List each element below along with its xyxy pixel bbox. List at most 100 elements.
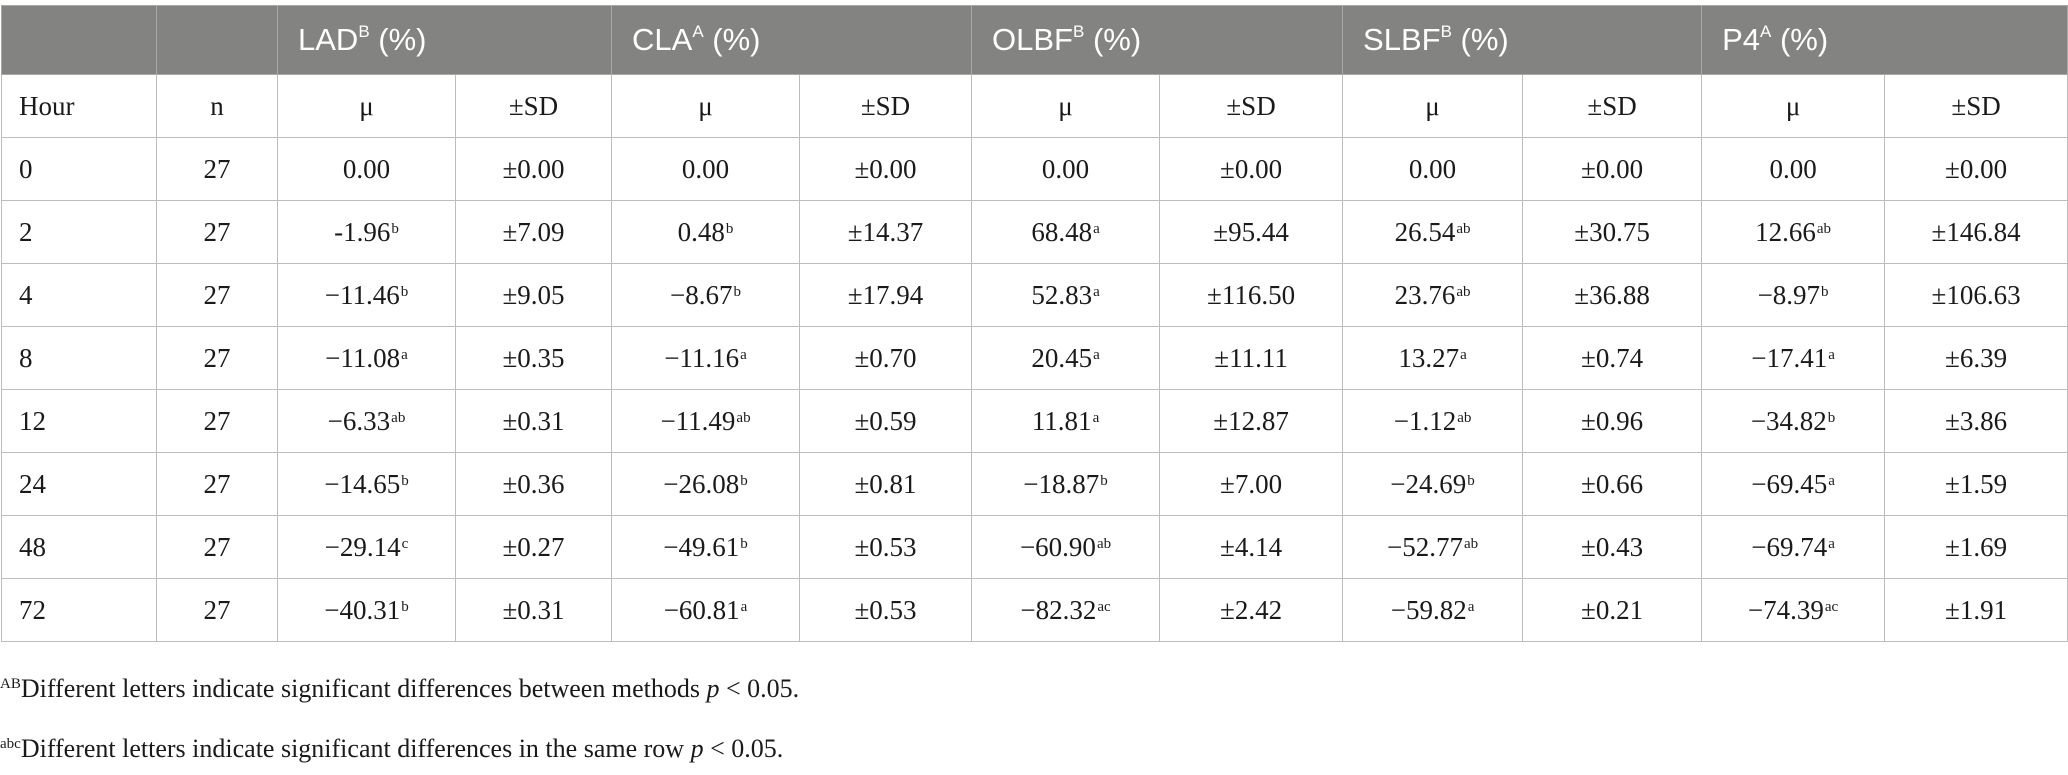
mean-cell: -1.96b — [277, 200, 456, 264]
mean-value: 0.00 — [342, 153, 391, 184]
hour-column-header: Hour — [1, 74, 157, 138]
hour-cell: 12 — [1, 389, 157, 453]
footnotes: ABDifferent letters indicate significant… — [0, 674, 2068, 764]
table-body: 0 27 0.00 ±0.00 0.00 ±0.00 0.00 ±0.00 0.00 ±0.00 0… — [1, 137, 2068, 642]
significance-letter: ab — [736, 409, 751, 426]
significance-letter: b — [400, 283, 409, 300]
mean-cell: 0.48b — [611, 200, 801, 264]
mean-value: 52.83 — [1031, 279, 1093, 310]
mean-cell: 52.83a — [971, 263, 1161, 327]
mean-column-header: μ — [277, 74, 456, 138]
mean-cell: −18.87b — [971, 452, 1161, 516]
sd-cell: ±0.21 — [1522, 578, 1703, 642]
sd-cell: ±0.53 — [799, 515, 973, 579]
mean-value: −11.46 — [324, 279, 400, 310]
sub-header-row: Hour n μ ±SD μ ±SD μ ±SD μ ±SD μ ±SD — [1, 74, 2068, 138]
significance-letter: a — [740, 346, 747, 363]
mean-value: −29.14 — [324, 531, 401, 562]
mean-value: −59.82 — [1390, 594, 1467, 625]
mean-column-header: μ — [971, 74, 1161, 138]
mean-value: −11.16 — [664, 342, 740, 373]
mean-value: −11.08 — [325, 342, 401, 373]
table-row: 4 27 −11.46b ±9.05 −8.67b ±17.94 52.83a ±116.50… — [1, 263, 2068, 327]
mean-cell: −8.97b — [1701, 263, 1886, 327]
mean-value: −8.97 — [1757, 279, 1821, 310]
mean-cell: 0.00 — [1701, 137, 1886, 201]
sd-cell: ±0.00 — [799, 137, 973, 201]
mean-cell: 0.00 — [1342, 137, 1524, 201]
significance-letter: c — [401, 535, 409, 552]
significance-letter: ac — [1824, 598, 1839, 615]
significance-letter: ab — [391, 409, 406, 426]
sd-cell: ±0.31 — [454, 578, 613, 642]
mean-value: −74.39 — [1747, 594, 1824, 625]
mean-value: −40.31 — [324, 594, 401, 625]
mean-value: 0.00 — [1408, 153, 1457, 184]
mean-cell: −24.69b — [1342, 452, 1524, 516]
significance-letter: ab — [1456, 220, 1471, 237]
table-row: 12 27 −6.33ab ±0.31 −11.49ab ±0.59 11.81a ±12.8… — [1, 389, 2068, 453]
mean-cell: −1.12ab — [1342, 389, 1524, 453]
results-table: LADB (%) CLAA (%) OLBFB (%) SLBFB (%) P4… — [1, 5, 2068, 642]
header-blank-cell — [1, 5, 157, 75]
sd-cell: ±0.27 — [454, 515, 613, 579]
mean-cell: −6.33ab — [277, 389, 456, 453]
significance-letter: a — [1828, 346, 1835, 363]
table-row: 24 27 −14.65b ±0.36 −26.08b ±0.81 −18.87b ±7.00… — [1, 452, 2068, 516]
mean-cell: −59.82a — [1342, 578, 1524, 642]
significance-letter: a — [1460, 346, 1467, 363]
mean-cell: 11.81a — [971, 389, 1161, 453]
mean-cell: −11.16a — [611, 326, 801, 390]
hour-cell: 72 — [1, 578, 157, 642]
mean-cell: −11.08a — [277, 326, 456, 390]
mean-cell: −40.31b — [277, 578, 456, 642]
significance-letter: ac — [1097, 598, 1111, 615]
mean-value: −24.69 — [1390, 468, 1467, 499]
sd-cell: ±3.86 — [1884, 389, 2068, 453]
significance-letter: b — [740, 472, 748, 489]
significance-letter: b — [1100, 472, 1108, 489]
sd-cell: ±0.00 — [1522, 137, 1703, 201]
mean-value: 23.76 — [1394, 279, 1456, 310]
sd-cell: ±0.59 — [799, 389, 973, 453]
n-column-header: n — [156, 74, 278, 138]
mean-value: −69.74 — [1751, 531, 1828, 562]
significance-letter: a — [1467, 598, 1475, 615]
mean-cell: 23.76ab — [1342, 263, 1524, 327]
group-header-slbf: SLBFB (%) — [1342, 5, 1703, 75]
mean-value: 0.00 — [1041, 153, 1090, 184]
table-row: 8 27 −11.08a ±0.35 −11.16a ±0.70 20.45a ±11.11 1… — [1, 326, 2068, 390]
sd-cell: ±7.00 — [1159, 452, 1344, 516]
hour-cell: 0 — [1, 137, 157, 201]
n-cell: 27 — [156, 326, 278, 390]
significance-letter: ab — [1463, 535, 1479, 552]
mean-value: 0.48 — [677, 216, 725, 247]
sd-cell: ±0.66 — [1522, 452, 1703, 516]
sd-cell: ±1.59 — [1884, 452, 2068, 516]
sd-cell: ±106.63 — [1884, 263, 2068, 327]
n-cell: 27 — [156, 515, 278, 579]
n-cell: 27 — [156, 137, 278, 201]
mean-value: −60.90 — [1019, 531, 1096, 562]
mean-column-header: μ — [611, 74, 801, 138]
significance-letter: ab — [1456, 283, 1471, 300]
mean-value: −17.41 — [1751, 342, 1828, 373]
mean-cell: −60.81a — [611, 578, 801, 642]
mean-value: −18.87 — [1023, 468, 1100, 499]
mean-value: −60.81 — [663, 594, 740, 625]
mean-value: 20.45 — [1031, 342, 1093, 373]
significance-letter: b — [1467, 472, 1475, 489]
table-row: 72 27 −40.31b ±0.31 −60.81a ±0.53 −82.32ac ±2.4… — [1, 578, 2068, 642]
mean-cell: 0.00 — [971, 137, 1161, 201]
n-cell: 27 — [156, 578, 278, 642]
mean-value: −6.33 — [327, 405, 391, 436]
mean-cell: 13.27a — [1342, 326, 1524, 390]
mean-cell: −82.32ac — [971, 578, 1161, 642]
hour-cell: 24 — [1, 452, 157, 516]
significance-letter: b — [401, 472, 409, 489]
mean-value: 26.54 — [1394, 216, 1456, 247]
significance-letter: b — [391, 220, 399, 237]
mean-cell: −8.67b — [611, 263, 801, 327]
significance-letter: a — [1093, 220, 1100, 237]
mean-value: −69.45 — [1751, 468, 1828, 499]
